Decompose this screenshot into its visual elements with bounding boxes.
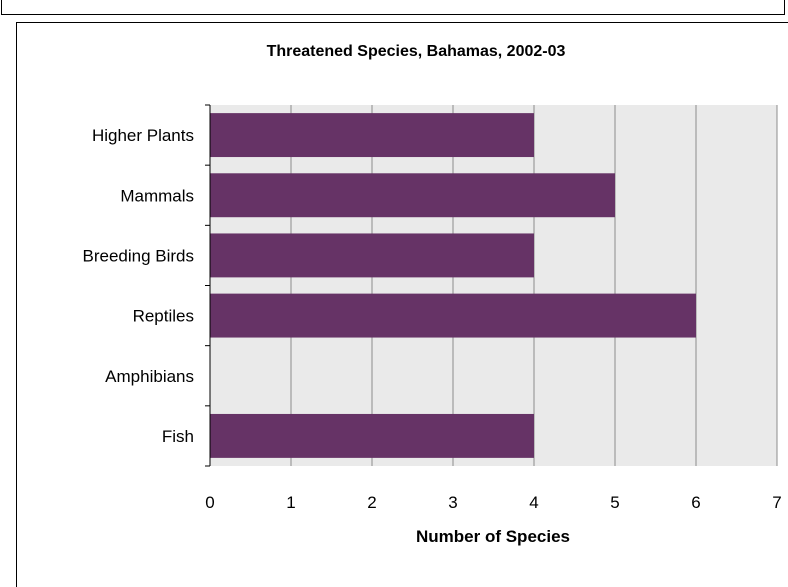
bar — [210, 233, 534, 278]
bar — [210, 413, 534, 458]
x-tick-labels: 0 1 2 3 4 5 6 7 — [205, 493, 781, 512]
category-label: Breeding Birds — [82, 246, 194, 265]
category-label: Amphibians — [105, 367, 194, 386]
chart-title: Threatened Species, Bahamas, 2002-03 — [267, 43, 566, 60]
plot-area — [210, 105, 777, 466]
gridlines — [290, 105, 778, 466]
category-labels: Higher Plants Mammals Breeding Birds Reptil… — [82, 126, 194, 446]
top-frame — [1, 0, 785, 15]
x-axis-title: Number of Species — [416, 527, 570, 546]
bar — [210, 173, 615, 218]
bars — [210, 113, 696, 458]
category-label: Fish — [162, 427, 194, 446]
category-label: Reptiles — [133, 307, 194, 326]
x-tick-label: 7 — [772, 493, 781, 512]
category-label: Mammals — [120, 186, 194, 205]
x-tick-label: 3 — [448, 493, 457, 512]
bar — [210, 293, 696, 338]
chart-frame — [16, 22, 788, 587]
x-tick-label: 1 — [286, 493, 295, 512]
bar — [210, 113, 534, 158]
axes — [205, 104, 211, 467]
x-tick-label: 6 — [691, 493, 700, 512]
x-tick-label: 2 — [367, 493, 376, 512]
category-label: Higher Plants — [92, 126, 194, 145]
x-tick-label: 4 — [529, 493, 538, 512]
x-tick-label: 0 — [205, 493, 214, 512]
x-tick-label: 5 — [610, 493, 619, 512]
